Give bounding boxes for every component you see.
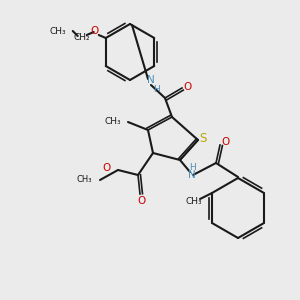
Text: O: O bbox=[103, 163, 111, 173]
Text: O: O bbox=[183, 82, 191, 92]
Text: CH₂: CH₂ bbox=[74, 32, 90, 41]
Text: H: H bbox=[189, 163, 195, 172]
Text: N: N bbox=[188, 170, 196, 180]
Text: CH₃: CH₃ bbox=[104, 118, 121, 127]
Text: O: O bbox=[138, 196, 146, 206]
Text: O: O bbox=[91, 26, 99, 36]
Text: CH₃: CH₃ bbox=[49, 26, 66, 35]
Text: CH₃: CH₃ bbox=[186, 196, 202, 206]
Text: H: H bbox=[153, 85, 159, 94]
Text: N: N bbox=[147, 75, 155, 85]
Text: O: O bbox=[221, 137, 229, 147]
Text: CH₃: CH₃ bbox=[76, 176, 92, 184]
Text: S: S bbox=[199, 131, 207, 145]
